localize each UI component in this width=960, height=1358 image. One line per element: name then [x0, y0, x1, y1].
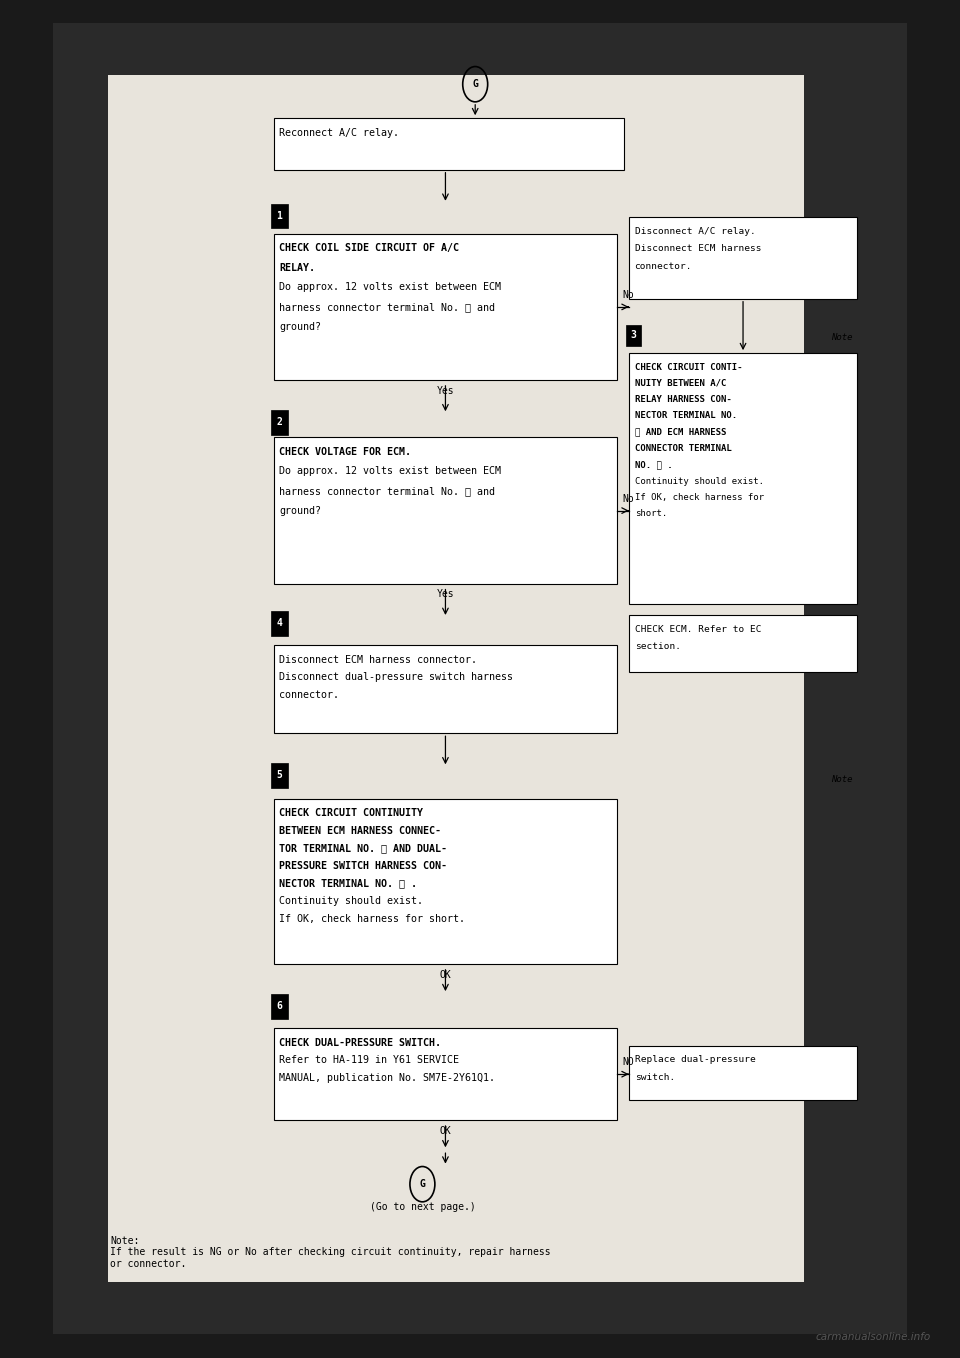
Text: NO. ⓘ .: NO. ⓘ . [635, 460, 672, 470]
Bar [271, 410, 288, 435]
Text: (Go to next page.): (Go to next page.) [370, 1202, 475, 1211]
Bar [271, 763, 288, 788]
Text: 1: 1 [276, 210, 282, 221]
Bar [274, 118, 624, 170]
Text: connector.: connector. [635, 262, 692, 272]
Text: If OK, check harness for: If OK, check harness for [635, 493, 763, 502]
Text: Do approx. 12 volts exist between ECM: Do approx. 12 volts exist between ECM [279, 282, 501, 292]
Text: CHECK ECM. Refer to EC: CHECK ECM. Refer to EC [635, 625, 761, 634]
Text: CHECK COIL SIDE CIRCUIT OF A/C: CHECK COIL SIDE CIRCUIT OF A/C [279, 243, 459, 253]
Text: 5: 5 [276, 770, 282, 781]
Bar [274, 1028, 617, 1120]
Bar [271, 204, 288, 228]
Bar [804, 23, 907, 1334]
Text: section.: section. [635, 642, 681, 652]
Text: Yes: Yes [437, 589, 454, 599]
Text: Reconnect A/C relay.: Reconnect A/C relay. [279, 128, 399, 137]
Bar [53, 23, 907, 1334]
Text: ground?: ground? [279, 322, 322, 331]
Bar [626, 325, 641, 346]
Text: Refer to HA-119 in Y61 SERVICE: Refer to HA-119 in Y61 SERVICE [279, 1055, 459, 1065]
Text: No: No [622, 291, 634, 300]
Bar [53, 1282, 907, 1334]
Text: Disconnect dual-pressure switch harness: Disconnect dual-pressure switch harness [279, 672, 514, 682]
Text: Note:
If the result is NG or No after checking circuit continuity, repair harnes: Note: If the result is NG or No after ch… [110, 1236, 551, 1268]
Text: carmanualsonline.info: carmanualsonline.info [816, 1332, 931, 1342]
Text: TOR TERMINAL NO. ⓘ AND DUAL-: TOR TERMINAL NO. ⓘ AND DUAL- [279, 843, 447, 853]
Text: connector.: connector. [279, 690, 339, 699]
Bar [274, 645, 617, 733]
Text: RELAY HARNESS CON-: RELAY HARNESS CON- [635, 395, 732, 405]
Text: ⓘ AND ECM HARNESS: ⓘ AND ECM HARNESS [635, 428, 726, 437]
Text: NO: NO [622, 1058, 634, 1067]
Text: BETWEEN ECM HARNESS CONNEC-: BETWEEN ECM HARNESS CONNEC- [279, 826, 442, 835]
Text: If OK, check harness for short.: If OK, check harness for short. [279, 914, 466, 923]
Text: OK: OK [440, 1126, 451, 1135]
Text: CHECK CIRCUIT CONTI-: CHECK CIRCUIT CONTI- [635, 363, 742, 372]
Text: 6: 6 [276, 1001, 282, 1012]
Bar [271, 994, 288, 1018]
Text: Do approx. 12 volts exist between ECM: Do approx. 12 volts exist between ECM [279, 467, 501, 477]
Text: short.: short. [635, 509, 667, 519]
Text: switch.: switch. [635, 1073, 675, 1082]
Text: CHECK CIRCUIT CONTINUITY: CHECK CIRCUIT CONTINUITY [279, 808, 423, 818]
Text: Replace dual-pressure: Replace dual-pressure [635, 1055, 756, 1065]
Text: Disconnect A/C relay.: Disconnect A/C relay. [635, 227, 756, 236]
Text: 2: 2 [276, 417, 282, 428]
Text: PRESSURE SWITCH HARNESS CON-: PRESSURE SWITCH HARNESS CON- [279, 861, 447, 870]
Text: Note: Note [831, 774, 852, 784]
Text: harness connector terminal No. ⓘ and: harness connector terminal No. ⓘ and [279, 486, 495, 496]
Text: RELAY.: RELAY. [279, 262, 315, 273]
Text: Continuity should exist.: Continuity should exist. [279, 896, 423, 906]
Text: harness connector terminal No. ⓘ and: harness connector terminal No. ⓘ and [279, 303, 495, 312]
Bar [274, 437, 617, 584]
Bar [629, 1046, 857, 1100]
Bar [53, 23, 907, 75]
Text: CHECK DUAL-PRESSURE SWITCH.: CHECK DUAL-PRESSURE SWITCH. [279, 1038, 442, 1047]
Text: No: No [622, 494, 634, 504]
Text: Yes: Yes [437, 386, 454, 395]
Text: G: G [420, 1179, 425, 1190]
Text: 4: 4 [276, 618, 282, 629]
Text: G: G [472, 79, 478, 90]
Text: 3: 3 [631, 330, 636, 341]
Text: NUITY BETWEEN A/C: NUITY BETWEEN A/C [635, 379, 726, 388]
Text: ground?: ground? [279, 505, 322, 516]
Bar [53, 23, 108, 1334]
Text: CONNECTOR TERMINAL: CONNECTOR TERMINAL [635, 444, 732, 454]
Bar [629, 217, 857, 299]
Text: Note: Note [831, 333, 852, 342]
Text: MANUAL, publication No. SM7E-2Y61Q1.: MANUAL, publication No. SM7E-2Y61Q1. [279, 1073, 495, 1082]
Bar [629, 353, 857, 604]
Text: OK: OK [440, 970, 451, 979]
Text: NECTOR TERMINAL NO.: NECTOR TERMINAL NO. [635, 411, 736, 421]
Bar [274, 799, 617, 964]
Text: CHECK VOLTAGE FOR ECM.: CHECK VOLTAGE FOR ECM. [279, 447, 411, 456]
Text: NECTOR TERMINAL NO. ⓘ .: NECTOR TERMINAL NO. ⓘ . [279, 879, 418, 888]
Text: Continuity should exist.: Continuity should exist. [635, 477, 763, 486]
Bar [271, 611, 288, 636]
Text: Disconnect ECM harness connector.: Disconnect ECM harness connector. [279, 655, 477, 664]
Bar [629, 615, 857, 672]
Bar [274, 234, 617, 380]
Text: Disconnect ECM harness: Disconnect ECM harness [635, 244, 761, 254]
